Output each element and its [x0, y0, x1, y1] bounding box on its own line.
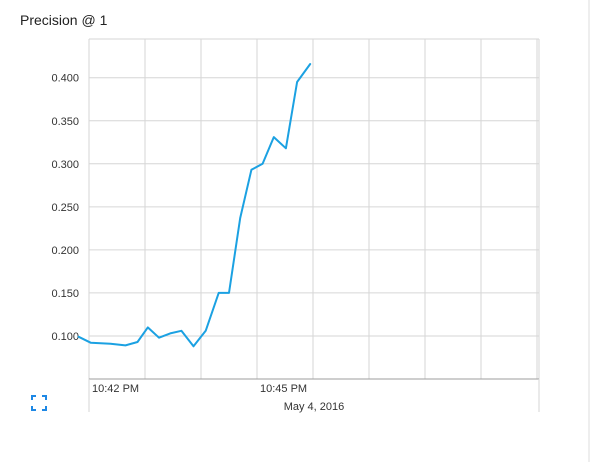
x-tick-label: 10:45 PM: [260, 383, 307, 395]
expand-icon: [31, 395, 47, 411]
chart-title: Precision @ 1: [20, 12, 108, 28]
expand-button[interactable]: [30, 394, 48, 412]
axes: 0.100 0.150 0.200 0.250 0.300 0.350 0.400 10:42…: [51, 73, 540, 413]
x-date-label: May 4, 2016: [284, 401, 345, 413]
grid: [88, 38, 540, 379]
series-layer: [77, 63, 312, 348]
y-tick-label: 0.300: [51, 159, 79, 171]
y-tick-label: 0.250: [51, 202, 79, 214]
x-tick-label: 10:42 PM: [92, 383, 139, 395]
y-tick-label: 0.400: [51, 73, 79, 85]
y-tick-label: 0.200: [51, 245, 79, 257]
y-tick-label: 0.100: [51, 331, 79, 343]
y-tick-label: 0.350: [51, 116, 79, 128]
y-tick-label: 0.150: [51, 288, 79, 300]
series-line: [77, 63, 312, 348]
panel-divider: [588, 0, 590, 462]
